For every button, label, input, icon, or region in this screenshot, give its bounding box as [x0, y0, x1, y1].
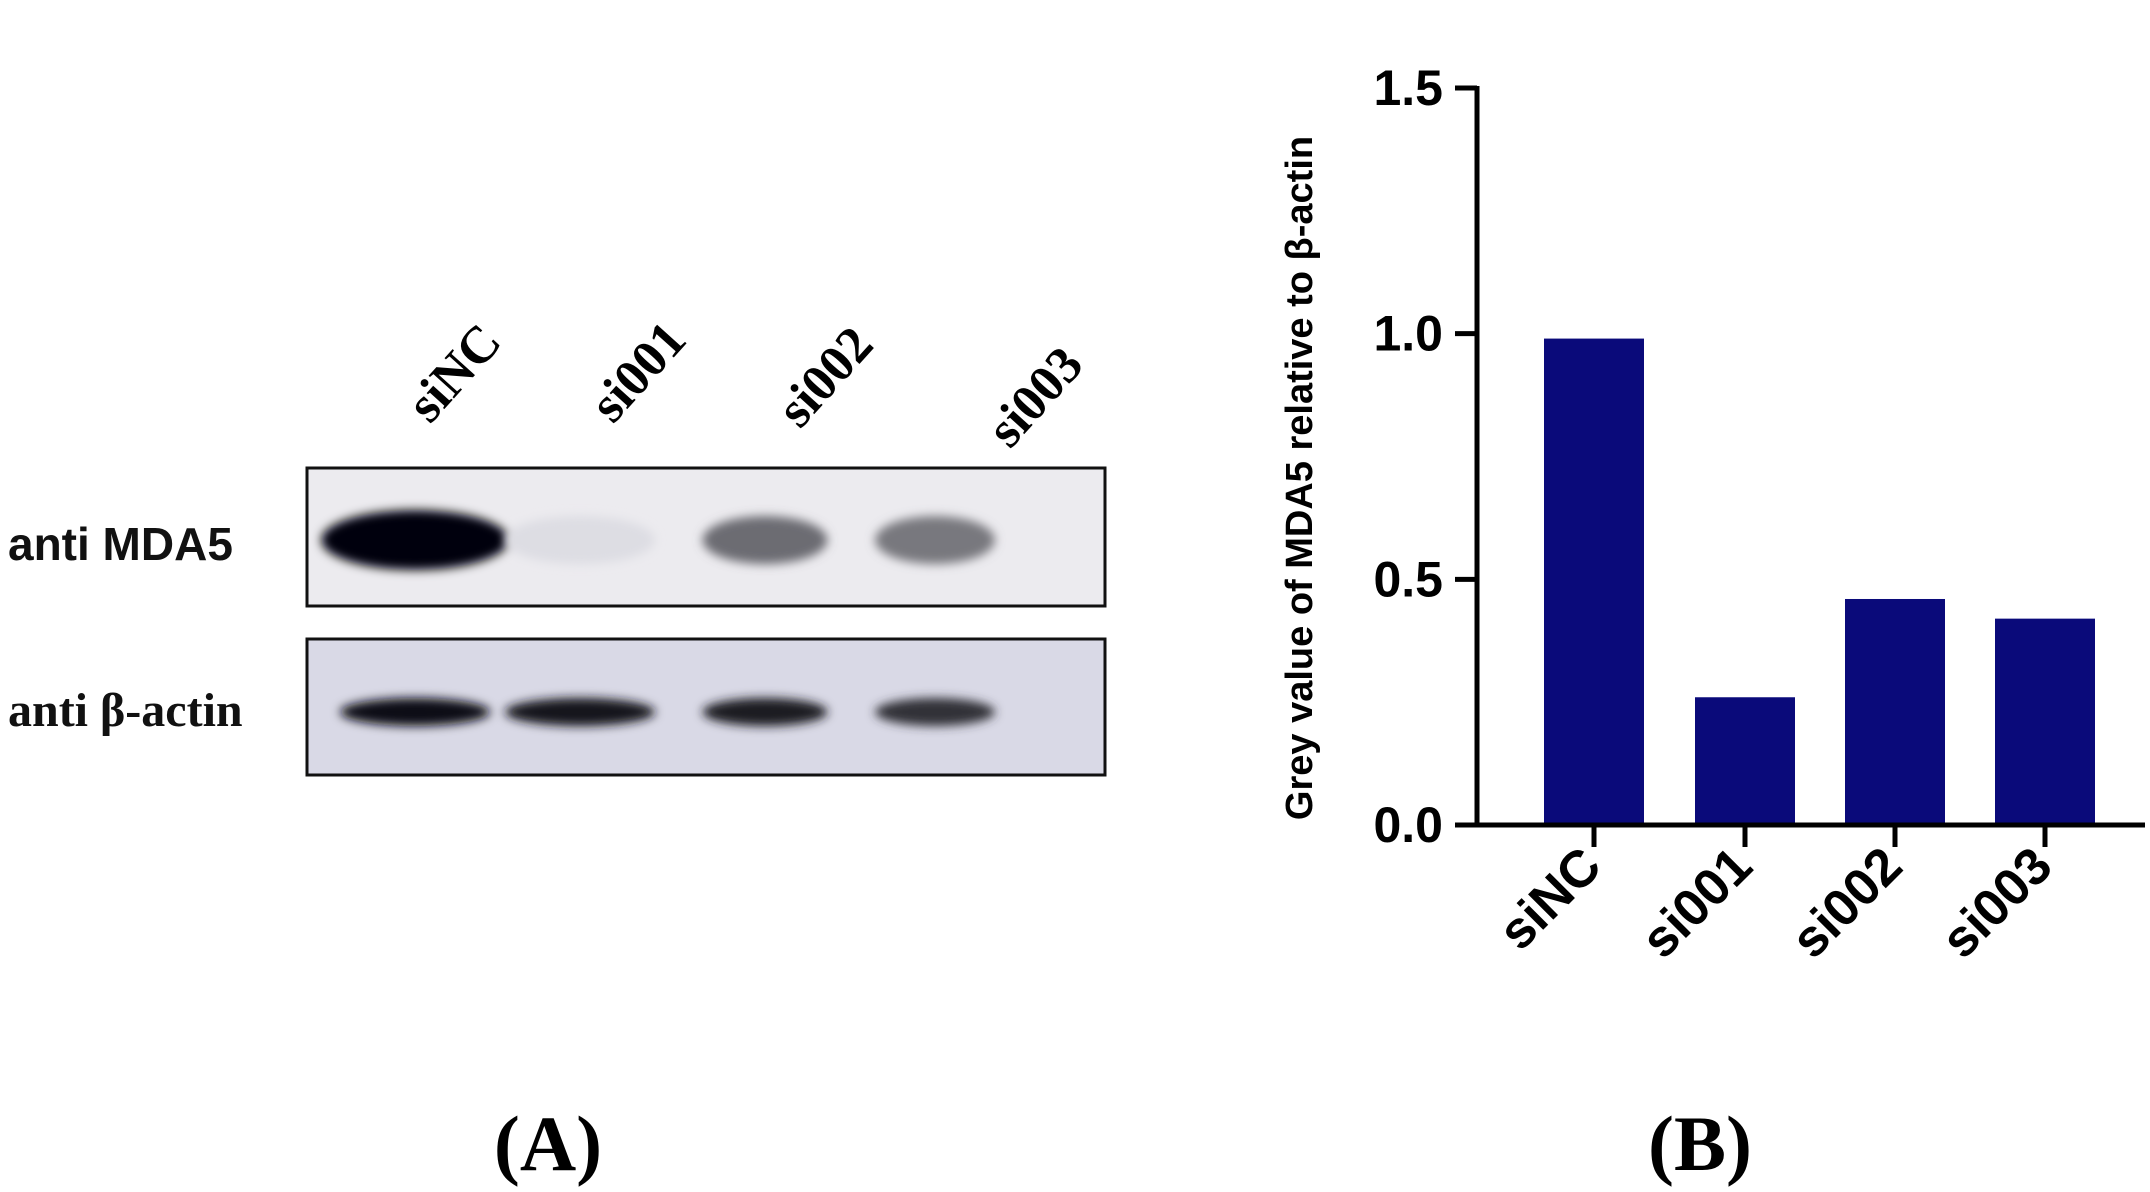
bar-si001: [1695, 697, 1795, 825]
bar-si002: [1845, 598, 1945, 825]
bar-chart-panel: Grey value of MDA5 relative to β-actin 0…: [1279, 60, 2145, 1187]
lane-label-si003: si003: [977, 336, 1095, 458]
y-tick-label-1: 0.5: [1373, 551, 1443, 607]
x-tick-label-si003: si003: [1930, 836, 2063, 969]
lane-label-sinc: siNC: [397, 313, 513, 433]
beta-actin-band-3: [702, 698, 828, 726]
y-axis-ticks: 0.0 0.5 1.0 1.5: [1373, 60, 1477, 853]
row-label-mda5: anti MDA5: [8, 518, 233, 570]
mda5-band-1: [321, 510, 509, 570]
lane-label-si001: si001: [580, 311, 698, 433]
panel-letter-b: (B): [1648, 1100, 1752, 1187]
beta-actin-band-4: [875, 698, 995, 726]
bar-si003: [1995, 618, 2095, 825]
x-tick-label-si001: si001: [1630, 836, 1763, 969]
beta-actin-band-1: [340, 698, 490, 726]
lane-label-si002: si002: [767, 316, 885, 438]
y-axis-title: Grey value of MDA5 relative to β-actin: [1279, 136, 1321, 820]
western-blot-panel: siNC si001 si002 si003 anti MDA5 anti β-…: [8, 311, 1107, 1187]
bar-sinc: [1544, 338, 1644, 825]
beta-actin-band-2: [505, 698, 655, 726]
mda5-band-2: [505, 516, 655, 564]
mda5-band-4: [875, 516, 995, 564]
y-tick-label-2: 1.0: [1373, 306, 1443, 362]
row-label-beta-actin: anti β-actin: [8, 684, 243, 737]
x-tick-label-sinc: siNC: [1488, 836, 1613, 961]
bars: [1544, 338, 2095, 825]
x-axis-ticks: siNC si001 si002 si003: [1488, 825, 2063, 970]
x-tick-label-si002: si002: [1780, 836, 1913, 969]
y-tick-label-0: 0.0: [1373, 797, 1443, 853]
mda5-bands: [321, 510, 995, 570]
panel-letter-a: (A): [494, 1100, 602, 1187]
beta-actin-bands: [340, 698, 995, 726]
mda5-band-3: [702, 516, 828, 564]
y-tick-label-3: 1.5: [1373, 60, 1443, 116]
